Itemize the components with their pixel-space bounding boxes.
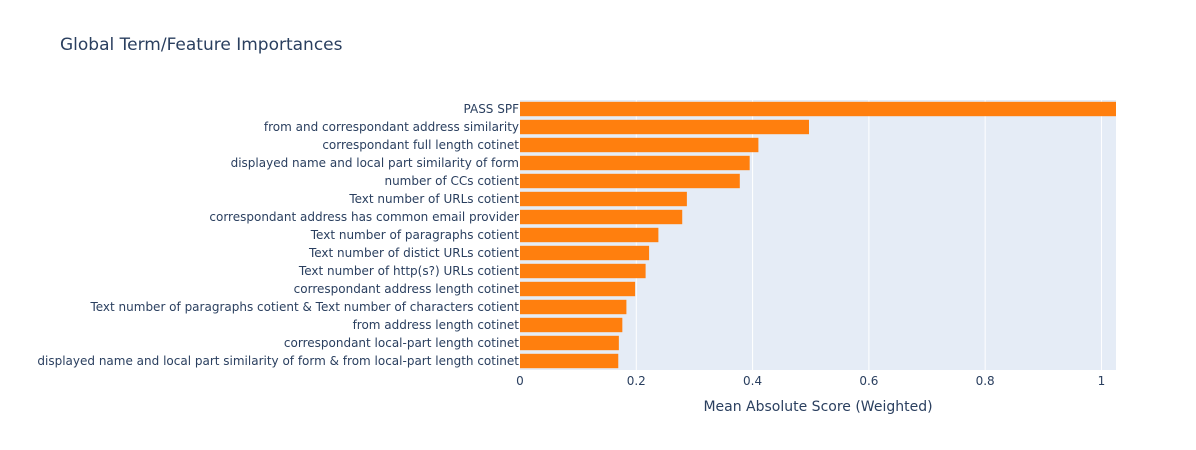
bar (520, 281, 636, 297)
y-tick-label: Text number of distict URLs cotient (308, 246, 519, 260)
y-tick-label: Text number of URLs cotient (348, 192, 519, 206)
bar (520, 263, 646, 279)
bar (520, 137, 759, 153)
bar (520, 155, 750, 171)
x-tick-label: 0.6 (859, 374, 878, 388)
y-tick-label: correspondant address has common email p… (209, 210, 519, 224)
bar (520, 245, 650, 261)
x-tick-label: 0.2 (627, 374, 646, 388)
y-tick-label: from and correspondant address similarit… (264, 120, 519, 134)
chart-title: Global Term/Feature Importances (60, 35, 343, 55)
y-tick-label: correspondant local-part length cotinet (284, 336, 519, 350)
bar (520, 101, 1116, 117)
y-tick-label: Text number of paragraphs cotient & Text… (89, 300, 519, 314)
y-tick-label: displayed name and local part similarity… (37, 354, 519, 368)
bar (520, 209, 683, 225)
x-tick-label: 1 (1098, 374, 1106, 388)
y-tick-label: number of CCs cotient (384, 174, 519, 188)
bar (520, 173, 740, 189)
x-axis-label: Mean Absolute Score (Weighted) (703, 399, 932, 415)
y-tick-label: Text number of http(s?) URLs cotient (298, 264, 519, 278)
x-tick-label: 0.4 (743, 374, 762, 388)
bar (520, 299, 627, 315)
x-tick-label: 0 (516, 374, 524, 388)
y-tick-label: displayed name and local part similarity… (231, 156, 519, 170)
y-tick-label: correspondant full length cotinet (322, 138, 519, 152)
bar (520, 317, 623, 333)
x-tick-label: 0.8 (976, 374, 995, 388)
bar (520, 335, 619, 351)
bar (520, 191, 687, 207)
y-tick-label: PASS SPF (464, 102, 520, 116)
y-tick-label: Text number of paragraphs cotient (310, 228, 520, 242)
bar (520, 227, 659, 243)
y-tick-label: from address length cotinet (353, 318, 520, 332)
y-tick-label: correspondant address length cotinet (294, 282, 520, 296)
bar (520, 119, 809, 135)
bar (520, 353, 619, 369)
